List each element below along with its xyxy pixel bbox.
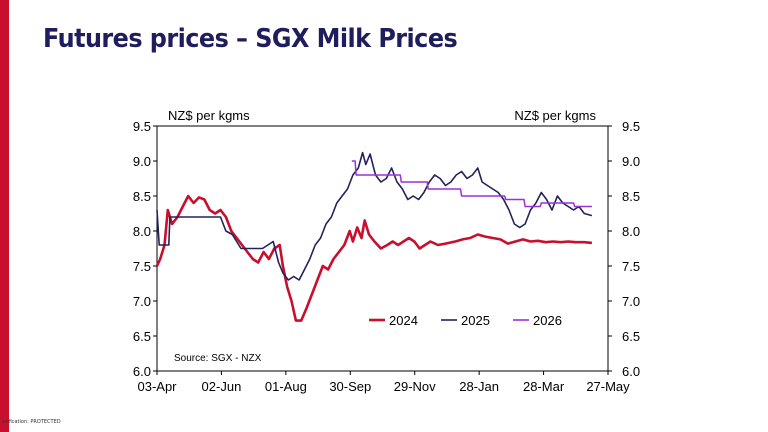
plot-area-border: [156, 125, 609, 372]
x-tick-label: 30-Sep: [329, 379, 371, 394]
legend-label-2026: 2026: [533, 313, 562, 328]
y-tick-label-left: 8.5: [133, 189, 151, 204]
x-axis: 03-Apr 02-Jun 01-Aug 30-Sep 29-Nov 28-Jan 28-M…: [137, 371, 630, 394]
y-tick-label-right: 7.5: [622, 259, 640, 274]
classification-label: ssification: PROTECTED: [2, 419, 61, 425]
series-line-2025: [156, 151, 593, 281]
y-tick-label-right: 8.5: [622, 189, 640, 204]
x-tick-label: 03-Apr: [137, 379, 177, 394]
x-tick-label: 01-Aug: [265, 379, 307, 394]
y-tick-label-left: 9.0: [133, 154, 151, 169]
legend-label-2025: 2025: [461, 313, 490, 328]
x-tick-label: 02-Jun: [202, 379, 242, 394]
y-tick-label-right: 9.5: [622, 119, 640, 134]
y-tick-label-left: 8.0: [133, 224, 151, 239]
y-axis-left-label: NZ$ per kgms: [168, 108, 250, 123]
y-axis-left: 6.0 6.5 7.0 7.5 8.0 8.5 9.0 9.5: [133, 119, 157, 379]
y-tick-label-right: 8.0: [622, 224, 640, 239]
y-tick-label-left: 7.0: [133, 294, 151, 309]
x-tick-label: 28-Mar: [523, 379, 565, 394]
y-tick-label-left: 6.0: [133, 364, 151, 379]
y-tick-label-right: 6.0: [622, 364, 640, 379]
plot-frame: [156, 125, 609, 372]
x-tick-label: 28-Jan: [459, 379, 499, 394]
brand-accent-bar: [0, 0, 9, 432]
y-tick-label-right: 7.0: [622, 294, 640, 309]
legend-label-2024: 2024: [389, 313, 418, 328]
x-tick-label: 27-May: [586, 379, 630, 394]
chart-legend: 2024 2025 2026: [369, 313, 562, 328]
x-tick-label: 29-Nov: [394, 379, 436, 394]
y-tick-label-right: 9.0: [622, 154, 640, 169]
series-line-2024: [155, 194, 593, 322]
series-lines: [155, 151, 593, 322]
y-tick-label-left: 7.5: [133, 259, 151, 274]
y-tick-label-right: 6.5: [622, 329, 640, 344]
y-tick-label-left: 9.5: [133, 119, 151, 134]
slide-title: Futures prices – SGX Milk Prices: [43, 24, 458, 54]
series-line-2026: [351, 160, 592, 208]
y-tick-label-left: 6.5: [133, 329, 151, 344]
chart-source-note: Source: SGX - NZX: [174, 353, 262, 364]
y-axis-right: 6.0 6.5 7.0 7.5 8.0 8.5 9.0 9.5: [608, 119, 640, 379]
y-axis-right-label: NZ$ per kgms: [514, 108, 596, 123]
